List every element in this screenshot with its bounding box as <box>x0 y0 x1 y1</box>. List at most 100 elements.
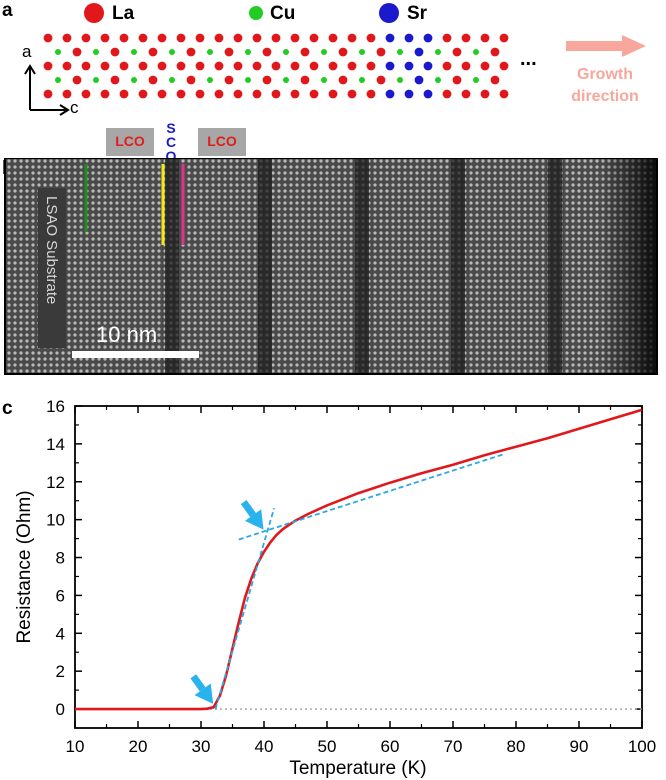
atom <box>271 61 281 71</box>
y-tick-label: 16 <box>46 397 65 416</box>
atom <box>423 33 433 43</box>
y-tick-label: 2 <box>56 662 65 681</box>
atom <box>245 77 251 83</box>
arrow-annotation-head <box>244 509 264 530</box>
atom <box>55 77 61 83</box>
atom <box>385 33 395 43</box>
atom <box>81 89 91 99</box>
atom <box>224 75 234 85</box>
x-tick-label: 70 <box>444 737 463 756</box>
atom <box>157 61 167 71</box>
growth-direction-label: Growth direction <box>560 64 650 108</box>
atom <box>404 61 414 71</box>
atom <box>271 33 281 43</box>
atom <box>233 89 243 99</box>
atom <box>473 77 479 83</box>
atom-lattice <box>43 33 509 99</box>
resistance-curve <box>75 408 643 711</box>
atom <box>233 33 243 43</box>
plot-frame <box>74 405 643 729</box>
atom <box>480 89 490 99</box>
atom <box>72 47 82 57</box>
y-tick-label: 4 <box>56 624 65 643</box>
atom <box>214 61 224 71</box>
atom <box>245 49 251 55</box>
x-tick-label: 60 <box>381 737 400 756</box>
substrate-label: LSAO Substrate <box>43 196 60 305</box>
growth-arrow <box>566 35 646 57</box>
panel-c-letter: c <box>2 398 13 419</box>
atom <box>252 61 262 71</box>
x-tick-label: 50 <box>318 737 337 756</box>
atom <box>262 47 272 57</box>
atom <box>138 33 148 43</box>
axis-c-label: c <box>70 98 79 117</box>
lco-badge-left: LCO <box>106 128 154 156</box>
stem-image <box>4 158 658 375</box>
atom <box>157 33 167 43</box>
atom <box>376 75 386 85</box>
atom <box>195 61 205 71</box>
atom <box>480 33 490 43</box>
atom <box>442 89 452 99</box>
y-tick-label: 6 <box>56 586 65 605</box>
y-tick-label: 0 <box>56 700 65 719</box>
atom <box>461 33 471 43</box>
atom <box>385 89 395 99</box>
atom <box>148 47 158 57</box>
atom <box>309 33 319 43</box>
axis-ticks <box>74 405 643 728</box>
atom <box>366 33 376 43</box>
atom <box>131 77 137 83</box>
atom <box>110 75 120 85</box>
la-legend-dot <box>84 3 104 23</box>
x-tick-label: 80 <box>507 737 526 756</box>
atom <box>290 89 300 99</box>
atom <box>442 61 452 71</box>
atom <box>290 61 300 71</box>
atom <box>119 89 129 99</box>
atom <box>366 61 376 71</box>
dark-band <box>258 159 272 373</box>
x-tick-label: 40 <box>255 737 274 756</box>
atom <box>347 89 357 99</box>
scale-bar-label: 10 nm <box>96 322 158 347</box>
atom <box>490 75 500 85</box>
atom <box>81 61 91 71</box>
atom <box>81 33 91 43</box>
atom <box>148 75 158 85</box>
atom <box>376 47 386 57</box>
sco-label: SCO <box>163 120 179 162</box>
dark-band <box>355 159 369 373</box>
atom <box>435 77 441 83</box>
atom <box>93 77 99 83</box>
y-axis-title: Resistance (Ohm) <box>14 490 35 643</box>
dark-band <box>548 159 562 373</box>
x-axis-title: Temperature (K) <box>289 758 426 779</box>
atom <box>423 89 433 99</box>
atom <box>283 77 289 83</box>
atom <box>499 61 509 71</box>
atom <box>499 89 509 99</box>
atom <box>321 49 327 55</box>
x-tick-label: 10 <box>66 737 85 756</box>
x-tick-label: 90 <box>570 737 589 756</box>
atom <box>131 49 137 55</box>
atom <box>157 89 167 99</box>
atom-legend-dots <box>84 3 399 23</box>
crystal-structure <box>24 3 646 116</box>
ellipsis: ... <box>520 48 537 70</box>
atom <box>452 75 462 85</box>
atom <box>93 49 99 55</box>
atom <box>338 47 348 57</box>
atom <box>397 77 403 83</box>
atom <box>490 47 500 57</box>
atom <box>461 61 471 71</box>
atom <box>262 75 272 85</box>
atom <box>271 89 281 99</box>
atom <box>321 77 327 83</box>
atom <box>300 75 310 85</box>
axes-indicator <box>24 64 70 116</box>
atom <box>119 61 129 71</box>
atom <box>359 77 365 83</box>
